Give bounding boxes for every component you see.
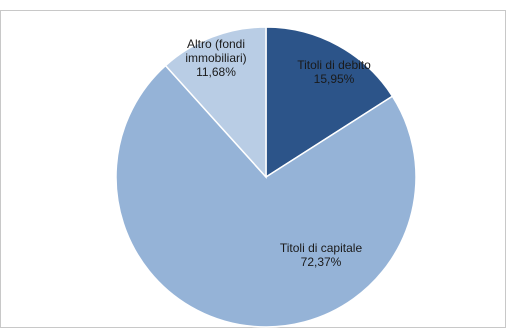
data-label-line: 11,68%: [196, 65, 236, 79]
data-label-line: 15,95%: [314, 72, 355, 86]
pie-slice-titoli-di-capitale: [115, 64, 417, 328]
data-label-line: Titoli di debito: [297, 58, 371, 72]
data-label-line: Altro (fondi: [187, 37, 245, 51]
pie-slice-titoli-di-debito: [265, 26, 394, 179]
data-label-titoli-di-debito: Titoli di debito 15,95%: [297, 58, 371, 86]
data-label-line: immobiliari): [185, 51, 246, 65]
data-label-line: Titoli di capitale: [280, 241, 363, 255]
data-label-line: 72,37%: [301, 255, 342, 269]
pie-slice-altro-fondi-immobiliari: [164, 26, 267, 179]
data-label-altro-fondi-immobiliari: Altro (fondi immobiliari) 11,68%: [185, 37, 246, 79]
data-label-titoli-di-capitale: Titoli di capitale 72,37%: [280, 241, 363, 269]
